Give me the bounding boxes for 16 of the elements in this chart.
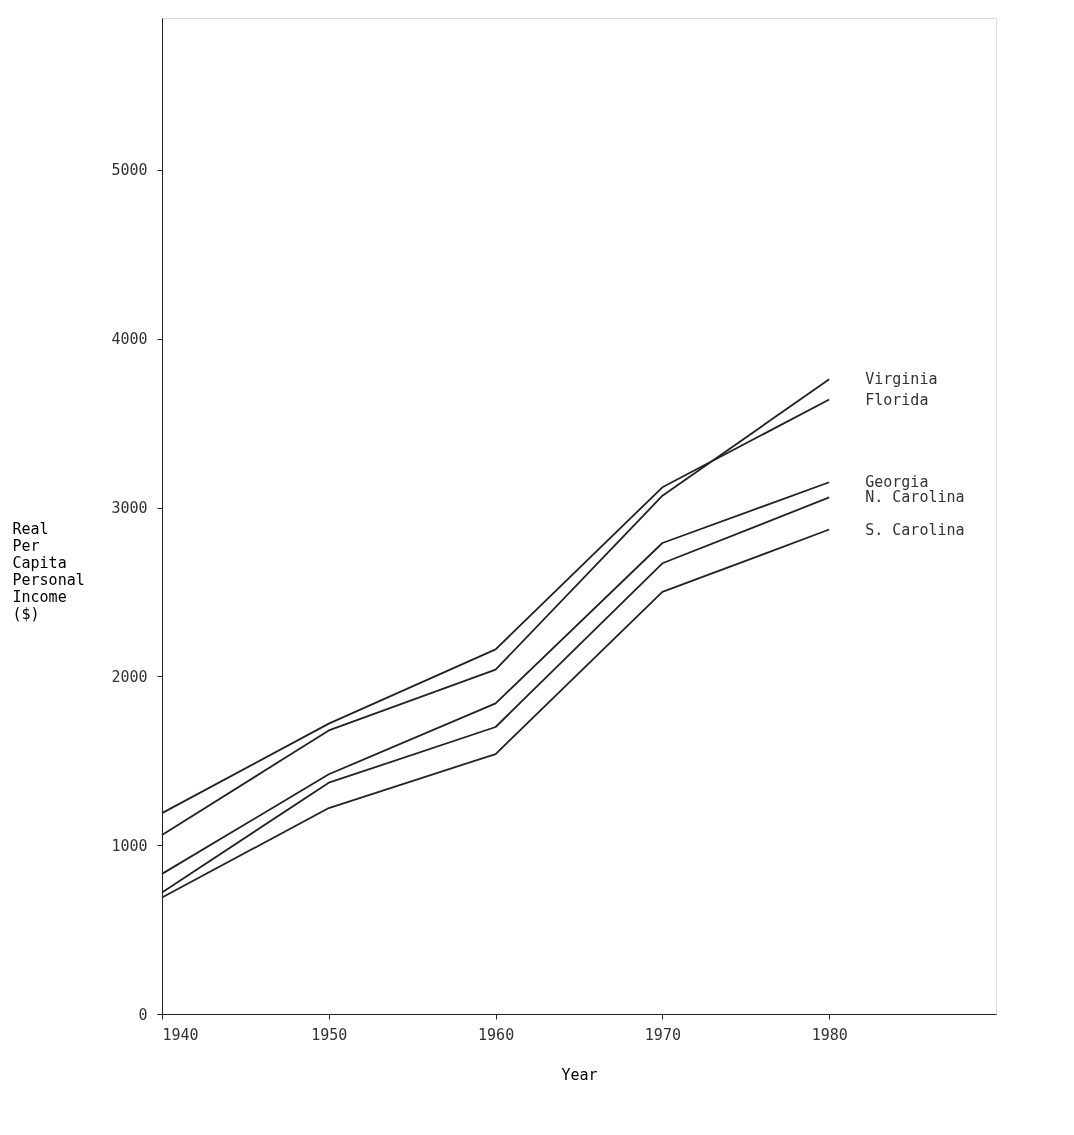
y-tick-label: 5000	[111, 161, 148, 180]
x-tick-label: 1950	[311, 1025, 348, 1044]
y-tick-label: 0	[138, 1005, 148, 1024]
x-tick-label: 1970	[644, 1025, 681, 1044]
x-tick-label: 1940	[162, 1025, 199, 1044]
text: Virginia	[865, 370, 938, 389]
text: S. Carolina	[865, 520, 965, 539]
x-tick-label: 1980	[811, 1025, 848, 1044]
x-tick-label: 1960	[478, 1025, 515, 1044]
y-tick-label: 1000	[111, 836, 148, 855]
y-tick-label: 4000	[111, 330, 148, 349]
y-tick-label: 3000	[111, 499, 148, 518]
x-axis-title: Year	[561, 1065, 598, 1084]
y-axis-title: Real Per Capita Personal Income ($)	[12, 519, 85, 623]
text: Florida	[865, 390, 929, 409]
y-tick-label: 2000	[111, 667, 148, 686]
